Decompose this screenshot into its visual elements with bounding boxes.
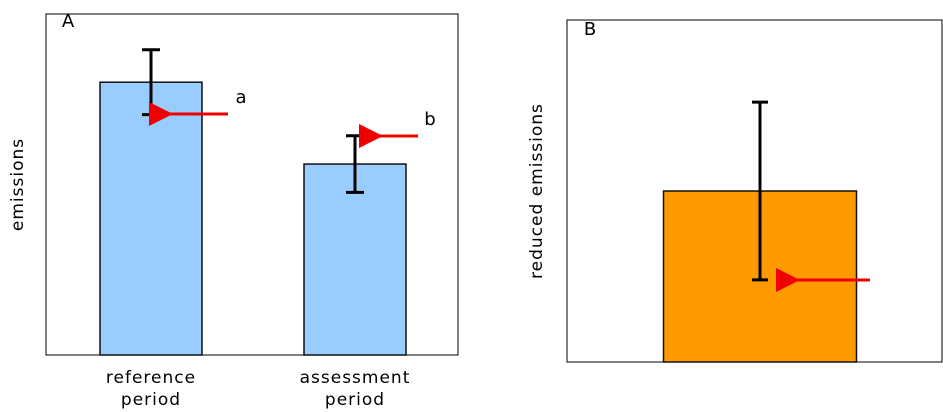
annotation: b xyxy=(424,109,435,130)
x-tick-label: assessment period xyxy=(299,368,411,410)
panel-label: B xyxy=(584,19,596,40)
bar xyxy=(303,163,407,356)
y-axis-label: emissions xyxy=(8,138,28,231)
y-axis-label: reduced emissions xyxy=(527,103,547,279)
x-tick-label: reference period xyxy=(105,368,197,410)
bar xyxy=(99,81,203,356)
error-bar xyxy=(752,100,768,282)
annotation: a xyxy=(235,87,246,108)
panel-label: A xyxy=(62,11,75,32)
plot-frame xyxy=(45,13,459,356)
